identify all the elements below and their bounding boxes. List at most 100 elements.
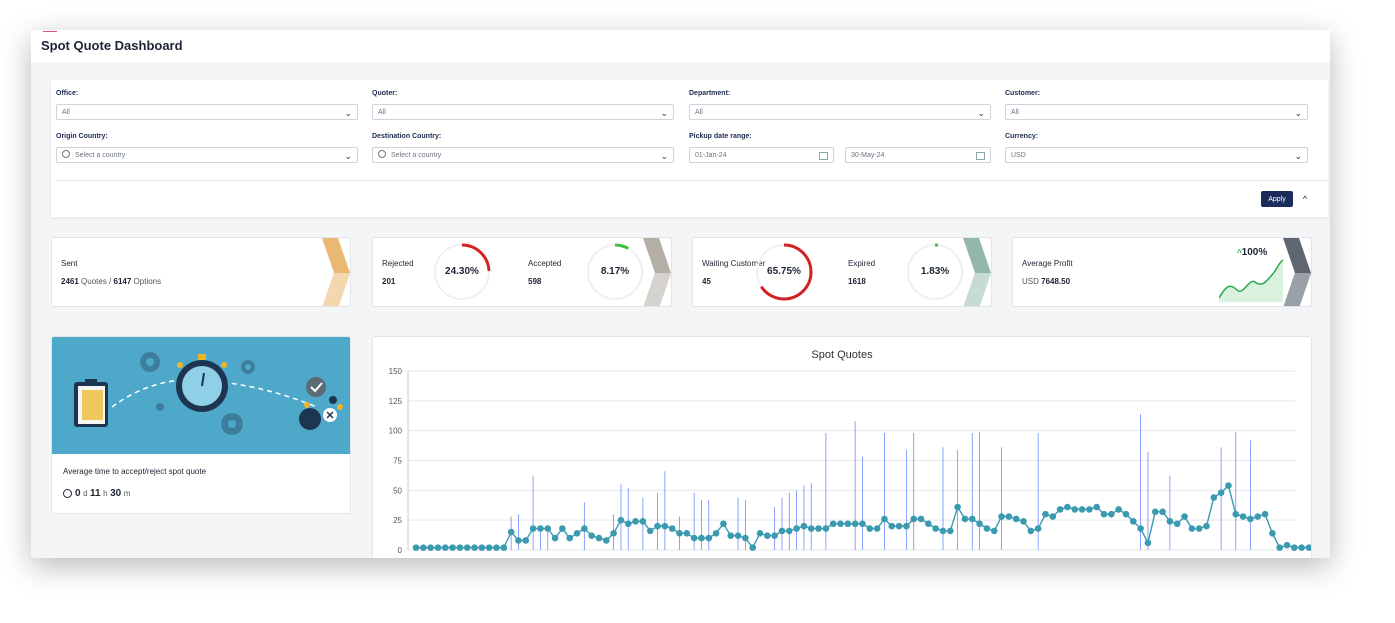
profit-sparkline	[1219, 259, 1284, 302]
data-point	[1078, 506, 1086, 513]
data-point	[712, 529, 720, 537]
data-point	[1254, 513, 1262, 520]
data-point	[449, 544, 456, 551]
data-point	[1042, 510, 1049, 518]
data-point	[895, 522, 903, 530]
data-point	[493, 544, 500, 551]
data-point	[1195, 525, 1203, 532]
origin-country-label: Origin Country:	[56, 133, 108, 140]
sent-card: Sent 2461 Quotes / 6147 Options	[51, 237, 351, 307]
filter-divider	[56, 180, 1328, 181]
data-point	[427, 544, 434, 551]
data-point	[1188, 525, 1196, 532]
data-point	[1137, 525, 1144, 532]
avg-profit-change-value: 100%	[1241, 247, 1268, 258]
sent-options-unit: Options	[133, 277, 162, 286]
rejected-ring: 24.30%	[433, 243, 491, 301]
data-point	[603, 537, 610, 544]
sent-label: Sent	[61, 259, 78, 268]
quoter-filter: Quoter: All ⌄	[372, 90, 674, 120]
quoter-value: All	[378, 109, 386, 116]
data-point	[639, 518, 647, 525]
data-point	[1108, 510, 1115, 518]
rejected-accepted-card: Rejected 201 24.30% Accepted 598 8.17%	[372, 237, 672, 307]
avg-profit-card: Average Profit USD 7648.50 ^100%	[1012, 237, 1312, 307]
rejected-count-value: 201	[382, 277, 396, 286]
department-select[interactable]: All ⌄	[689, 104, 991, 120]
data-point	[537, 525, 544, 532]
stopwatch-illustration	[52, 337, 350, 454]
pickup-date-to-value: 30-May-24	[851, 152, 885, 159]
data-point	[888, 522, 896, 530]
currency-select[interactable]: USD ⌄	[1005, 147, 1308, 163]
avg-time-card: Average time to accept/reject spot quote…	[51, 336, 351, 514]
data-point	[1129, 518, 1137, 525]
office-filter: Office: All ⌄	[56, 90, 358, 120]
department-label: Department:	[689, 90, 731, 97]
trend-up-icon: ^	[1237, 248, 1242, 257]
chevron-down-icon: ⌄	[660, 151, 668, 161]
data-point	[624, 520, 632, 528]
filter-panel: Office: All ⌄ Quoter: All ⌄ Department: Al…	[51, 80, 1328, 217]
apply-button[interactable]: Apply	[1261, 191, 1293, 207]
data-point	[1020, 518, 1027, 525]
data-point	[749, 544, 756, 551]
data-point	[1173, 520, 1181, 528]
pickup-date-to-input[interactable]: 30-May-24	[845, 147, 991, 163]
avg-profit-value: USD 7648.50	[1022, 277, 1070, 286]
data-point	[588, 532, 595, 539]
data-point	[1166, 518, 1174, 525]
office-select[interactable]: All ⌄	[56, 104, 358, 120]
origin-country-select[interactable]: Select a country ⌄	[56, 147, 358, 163]
expired-label: Expired	[848, 259, 876, 268]
avg-time-days: 0	[75, 488, 81, 499]
data-point	[851, 520, 859, 528]
data-point	[954, 503, 961, 511]
quoter-select[interactable]: All ⌄	[372, 104, 674, 120]
data-point	[785, 527, 793, 535]
days-unit: d	[83, 489, 88, 498]
data-point	[1064, 503, 1071, 511]
data-point	[661, 522, 669, 530]
expired-ring: 1.83%	[906, 243, 964, 301]
spot-quotes-chart: 0 25 50 75 100 125 150	[389, 367, 1311, 555]
collapse-chevron-icon[interactable]: ^	[1302, 194, 1308, 204]
data-point	[961, 515, 969, 523]
avg-time-hours: 11	[90, 488, 101, 499]
destination-country-select[interactable]: Select a country ⌄	[372, 147, 674, 163]
origin-country-placeholder: Select a country	[75, 152, 126, 159]
data-point	[1122, 510, 1130, 518]
destination-country-placeholder: Select a country	[391, 152, 442, 159]
data-point	[1239, 513, 1247, 520]
avg-profit-amount: 7648.50	[1041, 277, 1071, 286]
data-point	[544, 525, 552, 532]
chevron-decoration	[643, 238, 671, 306]
quoter-label: Quoter:	[372, 90, 398, 97]
minutes-unit: m	[123, 489, 131, 498]
calendar-icon[interactable]	[976, 152, 985, 160]
data-point	[522, 537, 530, 544]
data-point	[829, 520, 837, 528]
data-point	[1071, 506, 1079, 513]
data-point	[463, 544, 471, 551]
data-point	[500, 544, 508, 551]
data-point	[551, 534, 559, 542]
avg-profit-currency: USD	[1022, 277, 1039, 286]
y-tick-label: 0	[398, 546, 403, 555]
customer-select[interactable]: All ⌄	[1005, 104, 1308, 120]
rejected-count: 201	[382, 277, 395, 286]
data-point	[859, 520, 866, 528]
data-point	[1159, 508, 1166, 516]
calendar-icon[interactable]	[819, 152, 828, 160]
data-point	[1210, 494, 1218, 501]
data-point	[844, 520, 852, 528]
pickup-date-from-input[interactable]: 01-Jan-24	[689, 147, 834, 163]
data-point	[742, 534, 749, 542]
chevron-down-icon: ⌄	[977, 108, 985, 118]
data-point	[485, 544, 493, 551]
data-point	[1217, 489, 1225, 497]
avg-time-caption: Average time to accept/reject spot quote	[63, 467, 207, 476]
data-point	[668, 525, 676, 532]
data-point	[1261, 510, 1269, 518]
data-point	[998, 513, 1005, 520]
